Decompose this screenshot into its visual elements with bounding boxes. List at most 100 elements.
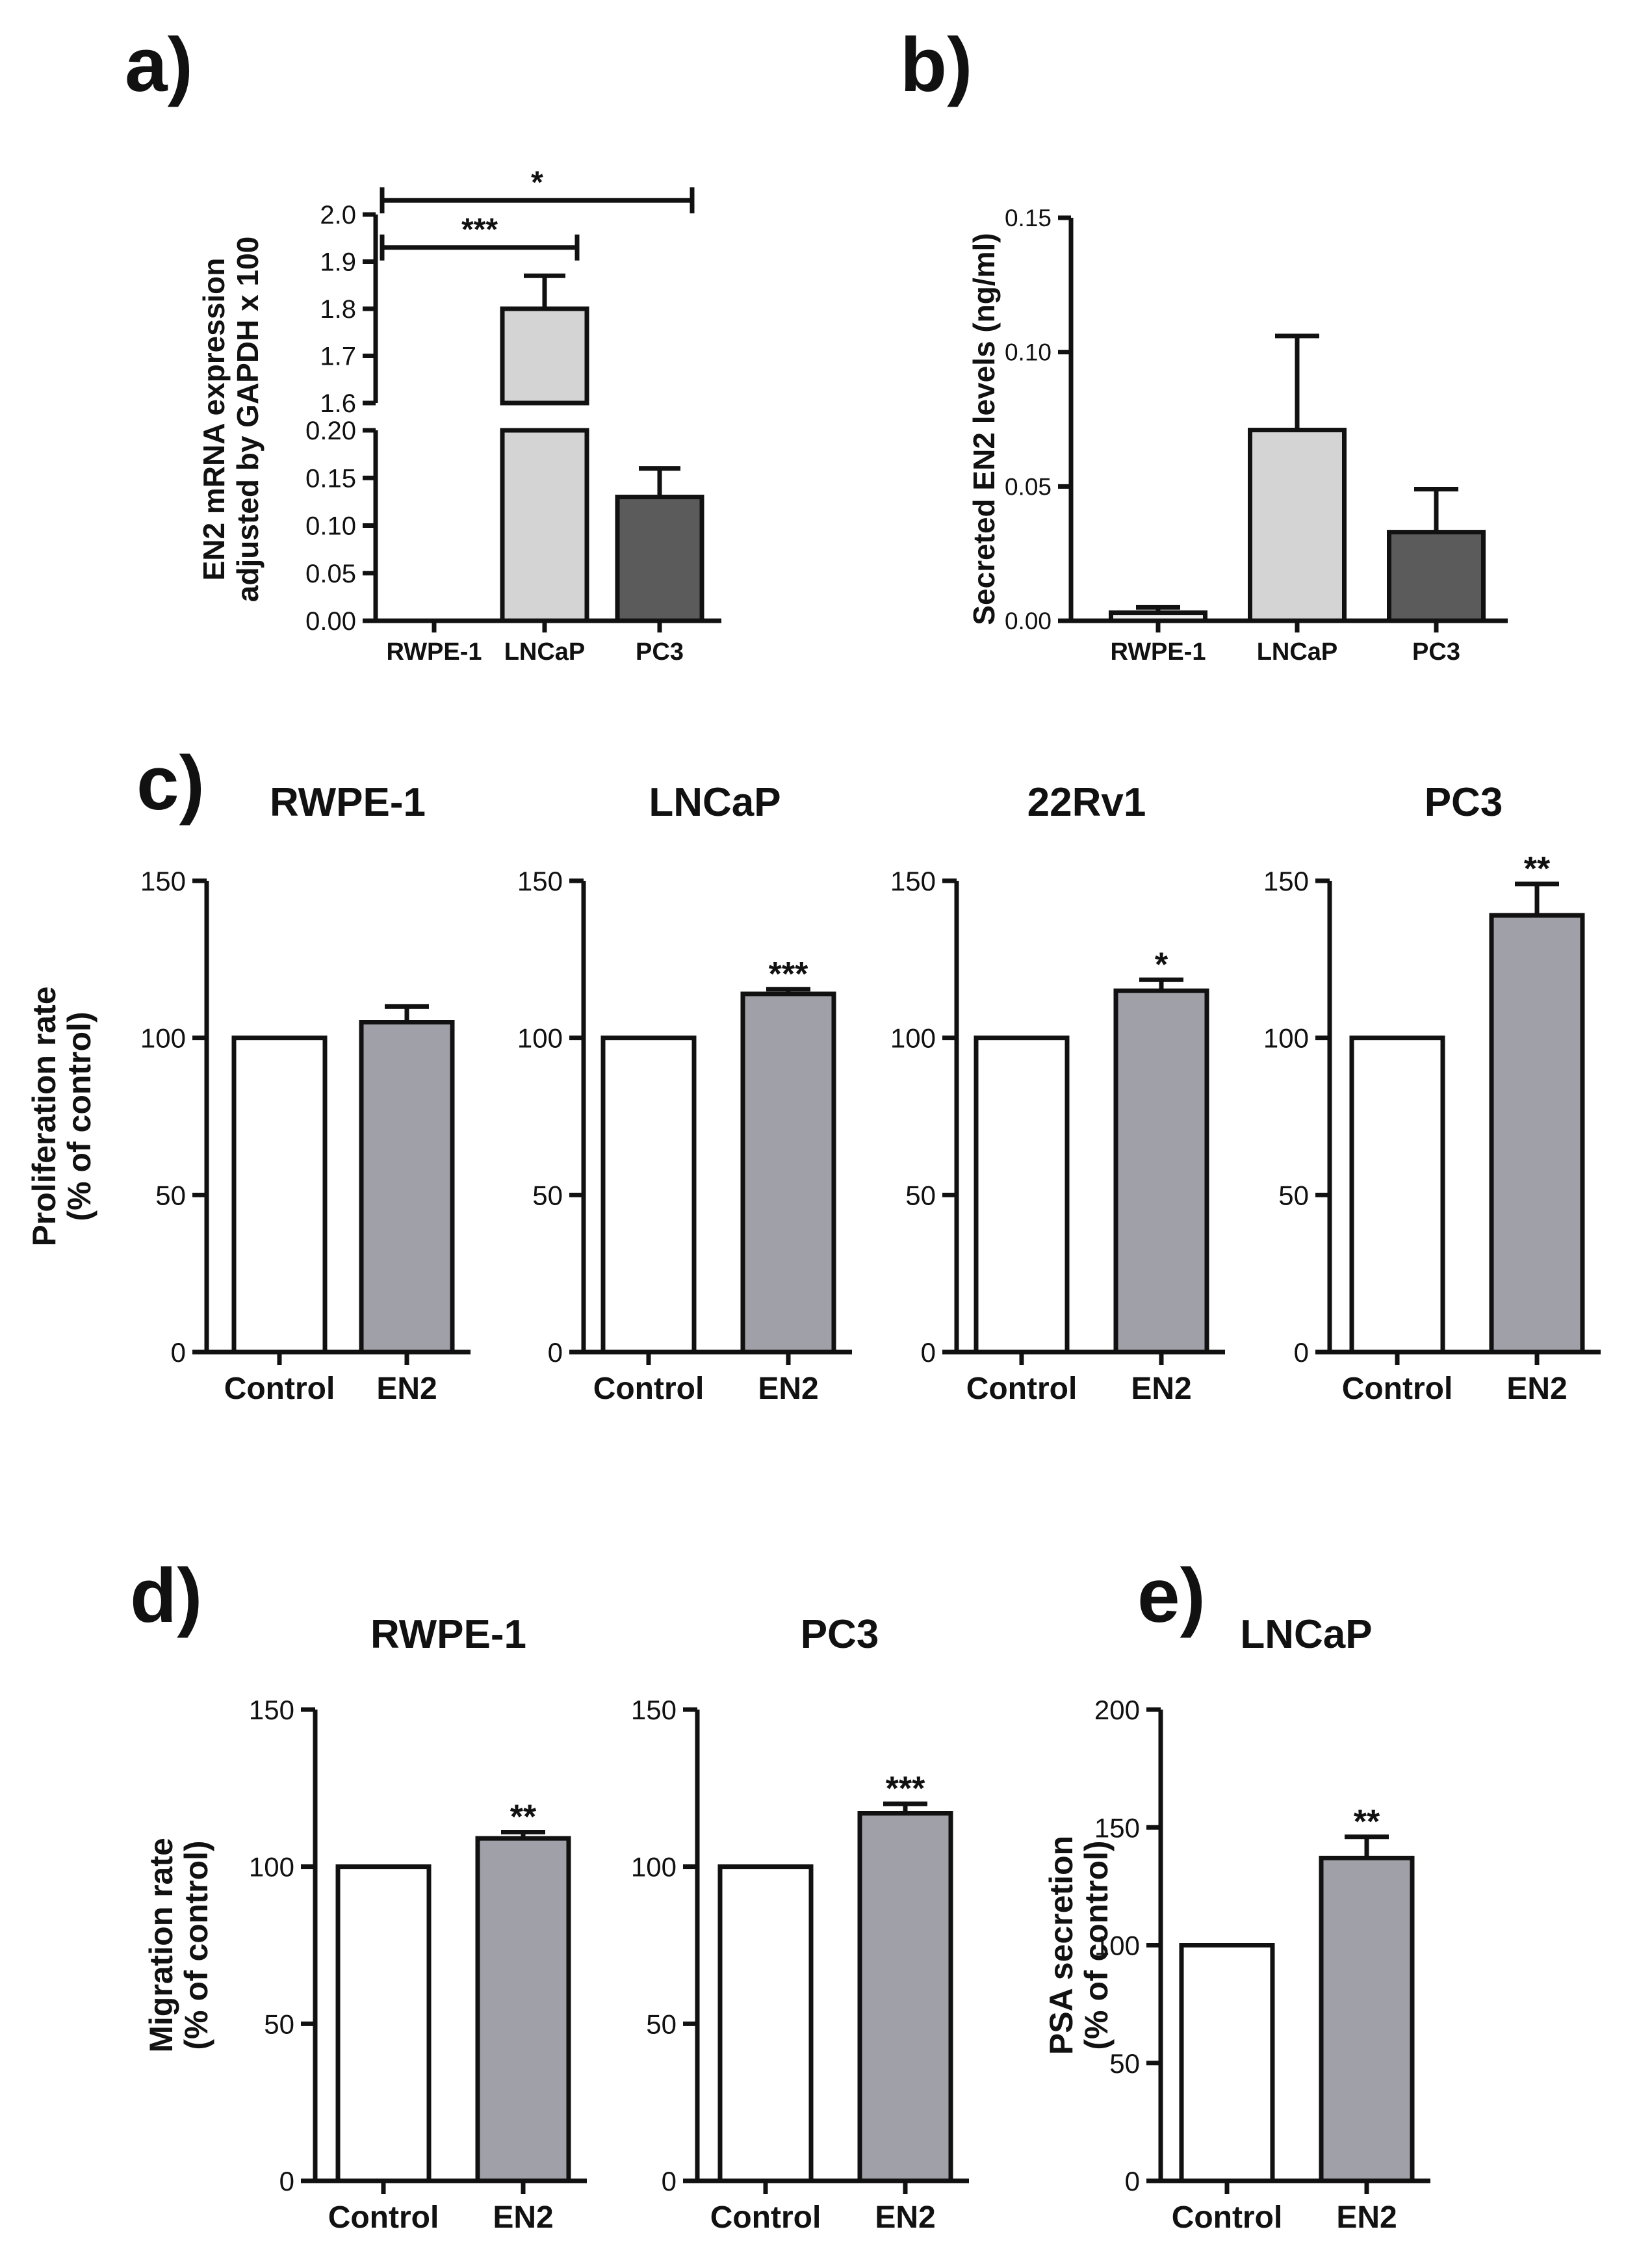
y-axis-label: Proliferation rate: [26, 986, 62, 1246]
chart-d1: RWPE-1 0 50 100 150 Control EN2 ** Migration rat…: [143, 1612, 587, 2235]
x-tick-label: EN2: [1336, 2200, 1397, 2235]
chart-c1: RWPE-1 0 50 100 150 Control EN2 Proliferation r…: [26, 780, 471, 1406]
bar-control: [335, 1864, 432, 2183]
significance-label: **: [510, 1799, 537, 1836]
y-tick-label: 1.6: [320, 389, 356, 418]
y-tick-label: 150: [140, 866, 186, 896]
y-tick-label: 0: [921, 1337, 936, 1368]
y-tick-label: 0.15: [1005, 205, 1052, 231]
x-tick-label: EN2: [376, 1372, 437, 1406]
axis-break-gap: [498, 406, 591, 428]
chart-a: 1.6 1.7 1.8 1.9 2.0 0.00 0.05 0.10 0.15 0.20 RWPE-…: [197, 165, 721, 666]
chart-d2: PC3 0 50 100 150 Control EN2 ***: [631, 1612, 969, 2235]
y-tick-label: 50: [1278, 1180, 1309, 1210]
y-tick-label: 100: [140, 1023, 186, 1054]
y-tick-label: 0.10: [305, 512, 356, 541]
chart-title: PC3: [801, 1612, 879, 1657]
x-tick-label: EN2: [1131, 1372, 1191, 1406]
x-tick-label: LNCaP: [504, 638, 586, 666]
x-tick-label: Control: [966, 1372, 1078, 1406]
y-axis-label: (% of control): [1078, 1840, 1115, 2050]
x-tick-label: EN2: [875, 2200, 935, 2235]
y-tick-label: 0: [1125, 2166, 1140, 2196]
y-tick-label: 0.05: [1005, 473, 1052, 500]
y-axis-label: Migration rate: [143, 1838, 179, 2053]
x-tick-label: EN2: [1506, 1372, 1567, 1406]
x-tick-label: Control: [1172, 2200, 1283, 2235]
bar-en2: [1319, 1855, 1415, 2183]
y-tick-label: 150: [1263, 866, 1309, 896]
chart-title: 22Rv1: [1027, 780, 1146, 825]
y-tick-label: 50: [646, 2009, 677, 2039]
y-tick-label: 0.15: [305, 464, 356, 493]
x-tick-label: RWPE-1: [1110, 638, 1206, 666]
chart-title: RWPE-1: [270, 780, 426, 825]
y-tick-label: 150: [890, 866, 936, 896]
y-tick-label: 100: [890, 1023, 936, 1054]
y-tick-label: 200: [1094, 1695, 1140, 1725]
bar-en2: [1489, 913, 1585, 1355]
bar-control: [974, 1035, 1070, 1355]
chart-b: 0.00 0.05 0.10 0.15 RWPE-1 LNCaP PC3 Secreted E…: [967, 205, 1508, 666]
chart-c3: 22Rv1 0 50 100 150 Control EN2 *: [890, 780, 1225, 1406]
y-tick-label: 0.00: [1005, 608, 1052, 634]
x-tick-label: Control: [224, 1372, 335, 1406]
y-tick-label: 0.05: [305, 560, 356, 588]
bar-control: [1179, 1943, 1275, 2183]
y-tick-label: 0: [1294, 1337, 1309, 1368]
y-tick-label: 100: [631, 1852, 677, 1882]
x-tick-label: LNCaP: [1257, 638, 1338, 666]
y-tick-label: 0: [171, 1337, 186, 1368]
x-tick-label: PC3: [1412, 638, 1460, 666]
bar-lncap-upper: [500, 306, 589, 406]
y-tick-label: 100: [517, 1023, 563, 1054]
bar-en2: [359, 1020, 455, 1355]
significance-label: *: [1155, 946, 1168, 983]
significance-label: ***: [886, 1770, 925, 1808]
bar-control: [1349, 1035, 1445, 1355]
chart-c2: LNCaP 0 50 100 150 Control EN2 ***: [517, 780, 852, 1406]
bar-en2: [740, 991, 836, 1355]
chart-title: RWPE-1: [370, 1612, 526, 1657]
x-tick-label: RWPE-1: [386, 638, 482, 666]
y-tick-label: 0: [548, 1337, 563, 1368]
bar-rwpe-1: [1109, 610, 1207, 623]
bar-pc3: [615, 495, 704, 623]
panel-label-c: c): [136, 740, 205, 826]
y-tick-label: 100: [249, 1852, 294, 1882]
bar-lncap-lower: [500, 428, 589, 623]
y-tick-label: 50: [264, 2009, 294, 2039]
y-tick-label: 1.9: [320, 248, 356, 277]
y-tick-label: 50: [1109, 2048, 1140, 2079]
y-tick-label: 1.8: [320, 295, 356, 324]
y-tick-label: 100: [1094, 1931, 1140, 1961]
bar-en2: [475, 1836, 571, 2183]
y-tick-label: 150: [517, 866, 563, 896]
chart-title: LNCaP: [1240, 1612, 1372, 1657]
significance-label: ***: [461, 213, 498, 247]
y-axis-label: (% of control): [61, 1011, 97, 1221]
panel-label-b: b): [900, 22, 972, 108]
bar-control: [231, 1035, 328, 1355]
y-axis-label: EN2 mRNA expression: [197, 258, 231, 581]
chart-title: LNCaP: [649, 780, 781, 825]
y-tick-label: 150: [631, 1695, 677, 1725]
y-tick-label: 1.7: [320, 343, 356, 371]
x-tick-label: Control: [710, 2200, 821, 2235]
y-tick-label: 0.20: [305, 417, 356, 445]
y-tick-label: 0.10: [1005, 339, 1052, 366]
y-axis-label: Secreted EN2 levels (ng/ml): [967, 233, 1001, 625]
significance-label: ***: [769, 956, 808, 993]
y-tick-label: 50: [532, 1180, 563, 1210]
panel-label-a: a): [125, 22, 193, 108]
significance-label: **: [1524, 850, 1551, 888]
bar-control: [717, 1864, 814, 2183]
bar-lncap: [1248, 428, 1347, 623]
x-tick-label: Control: [593, 1372, 704, 1406]
x-tick-label: EN2: [493, 2200, 553, 2235]
chart-title: PC3: [1425, 780, 1503, 825]
y-axis-label: (% of control): [178, 1840, 214, 2050]
panel-label-d: d): [130, 1553, 202, 1639]
x-tick-label: Control: [1342, 1372, 1453, 1406]
